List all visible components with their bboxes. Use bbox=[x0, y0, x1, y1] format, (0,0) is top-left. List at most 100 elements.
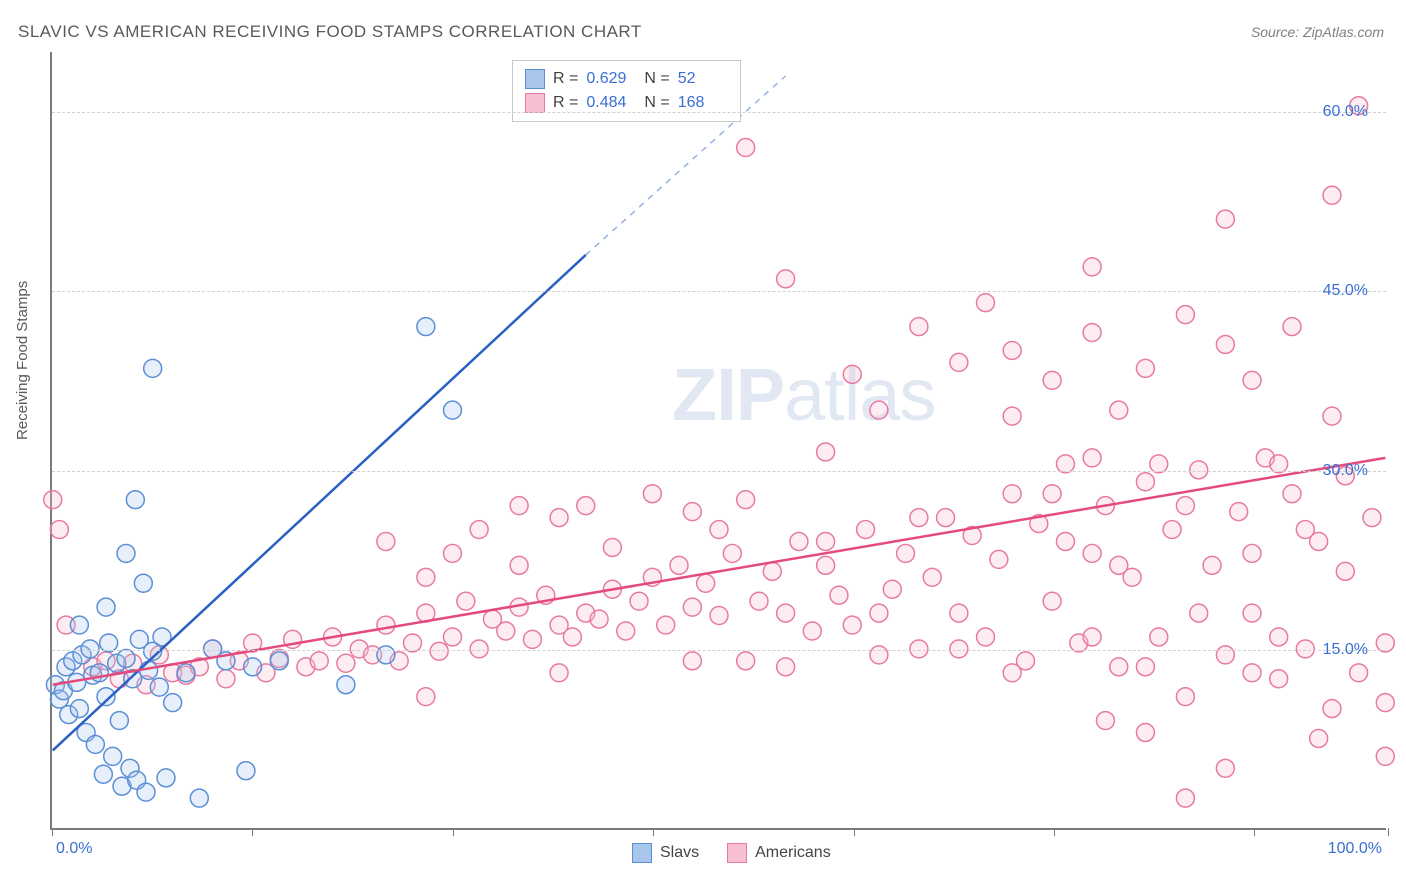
scatter-point bbox=[990, 550, 1008, 568]
scatter-point bbox=[100, 634, 118, 652]
stat-r-label: R = bbox=[553, 94, 578, 112]
gridline bbox=[52, 471, 1386, 472]
scatter-point bbox=[777, 270, 795, 288]
scatter-point bbox=[910, 509, 928, 527]
x-tick-label: 100.0% bbox=[1328, 840, 1382, 858]
y-tick-label: 15.0% bbox=[1323, 641, 1368, 659]
scatter-point bbox=[737, 652, 755, 670]
x-tick bbox=[854, 828, 855, 836]
stat-r-americans: 0.484 bbox=[586, 94, 636, 112]
scatter-point bbox=[444, 628, 462, 646]
scatter-point bbox=[737, 491, 755, 509]
swatch-slavs-bottom bbox=[632, 843, 652, 863]
scatter-point bbox=[563, 628, 581, 646]
stat-r-label: R = bbox=[553, 70, 578, 88]
scatter-point bbox=[763, 562, 781, 580]
scatter-point bbox=[1136, 658, 1154, 676]
scatter-point bbox=[150, 678, 168, 696]
scatter-point bbox=[1136, 724, 1154, 742]
scatter-point bbox=[857, 521, 875, 539]
scatter-point bbox=[1003, 407, 1021, 425]
x-tick bbox=[52, 828, 53, 836]
scatter-point bbox=[457, 592, 475, 610]
scatter-point bbox=[70, 616, 88, 634]
scatter-point bbox=[1110, 401, 1128, 419]
scatter-point bbox=[923, 568, 941, 586]
scatter-point bbox=[1083, 628, 1101, 646]
scatter-point bbox=[404, 634, 422, 652]
stat-n-label: N = bbox=[644, 70, 669, 88]
scatter-point bbox=[1176, 497, 1194, 515]
scatter-point bbox=[1176, 306, 1194, 324]
scatter-point bbox=[750, 592, 768, 610]
legend-item-slavs: Slavs bbox=[632, 843, 699, 863]
scatter-point bbox=[1150, 628, 1168, 646]
scatter-point bbox=[217, 670, 235, 688]
scatter-point bbox=[843, 616, 861, 634]
scatter-point bbox=[950, 604, 968, 622]
swatch-americans bbox=[525, 93, 545, 113]
x-tick bbox=[252, 828, 253, 836]
x-tick bbox=[1254, 828, 1255, 836]
swatch-americans-bottom bbox=[727, 843, 747, 863]
scatter-point bbox=[86, 735, 104, 753]
stat-r-slavs: 0.629 bbox=[586, 70, 636, 88]
scatter-point bbox=[270, 652, 288, 670]
scatter-point bbox=[1136, 359, 1154, 377]
scatter-point bbox=[630, 592, 648, 610]
scatter-point bbox=[94, 765, 112, 783]
scatter-point bbox=[683, 598, 701, 616]
scatter-point bbox=[870, 646, 888, 664]
scatter-point bbox=[1096, 712, 1114, 730]
scatter-point bbox=[910, 640, 928, 658]
scatter-point bbox=[937, 509, 955, 527]
scatter-point bbox=[817, 533, 835, 551]
scatter-point bbox=[683, 503, 701, 521]
scatter-point bbox=[510, 497, 528, 515]
scatter-point bbox=[1110, 658, 1128, 676]
y-tick-label: 45.0% bbox=[1323, 282, 1368, 300]
scatter-point bbox=[830, 586, 848, 604]
scatter-point bbox=[1323, 700, 1341, 718]
scatter-point bbox=[683, 652, 701, 670]
scatter-point bbox=[1176, 688, 1194, 706]
scatter-point bbox=[1283, 318, 1301, 336]
scatter-point bbox=[710, 521, 728, 539]
scatter-point bbox=[1350, 664, 1368, 682]
legend-label-americans: Americans bbox=[755, 844, 831, 862]
scatter-point bbox=[310, 652, 328, 670]
chart-title: SLAVIC VS AMERICAN RECEIVING FOOD STAMPS… bbox=[18, 22, 642, 42]
legend-label-slavs: Slavs bbox=[660, 844, 699, 862]
scatter-point bbox=[723, 544, 741, 562]
scatter-point bbox=[1056, 533, 1074, 551]
x-tick bbox=[453, 828, 454, 836]
stat-n-slavs: 52 bbox=[678, 70, 728, 88]
scatter-point bbox=[444, 401, 462, 419]
scatter-point bbox=[144, 359, 162, 377]
scatter-point bbox=[470, 640, 488, 658]
scatter-point bbox=[1110, 556, 1128, 574]
scatter-point bbox=[1243, 664, 1261, 682]
scatter-point bbox=[1376, 694, 1394, 712]
x-tick-label: 0.0% bbox=[56, 840, 92, 858]
scatter-point bbox=[237, 762, 255, 780]
scatter-point bbox=[134, 574, 152, 592]
scatter-point bbox=[1203, 556, 1221, 574]
scatter-point bbox=[950, 353, 968, 371]
scatter-point bbox=[1296, 521, 1314, 539]
scatter-point bbox=[1043, 592, 1061, 610]
scatter-point bbox=[1296, 640, 1314, 658]
scatter-point bbox=[1176, 789, 1194, 807]
scatter-point bbox=[977, 628, 995, 646]
scatter-point bbox=[44, 491, 62, 509]
scatter-point bbox=[1190, 604, 1208, 622]
scatter-point bbox=[157, 769, 175, 787]
scatter-point bbox=[870, 401, 888, 419]
scatter-point bbox=[417, 568, 435, 586]
scatter-point bbox=[177, 664, 195, 682]
legend-series: Slavs Americans bbox=[632, 843, 831, 863]
scatter-point bbox=[1003, 341, 1021, 359]
scatter-point bbox=[843, 365, 861, 383]
scatter-point bbox=[417, 318, 435, 336]
scatter-point bbox=[97, 598, 115, 616]
